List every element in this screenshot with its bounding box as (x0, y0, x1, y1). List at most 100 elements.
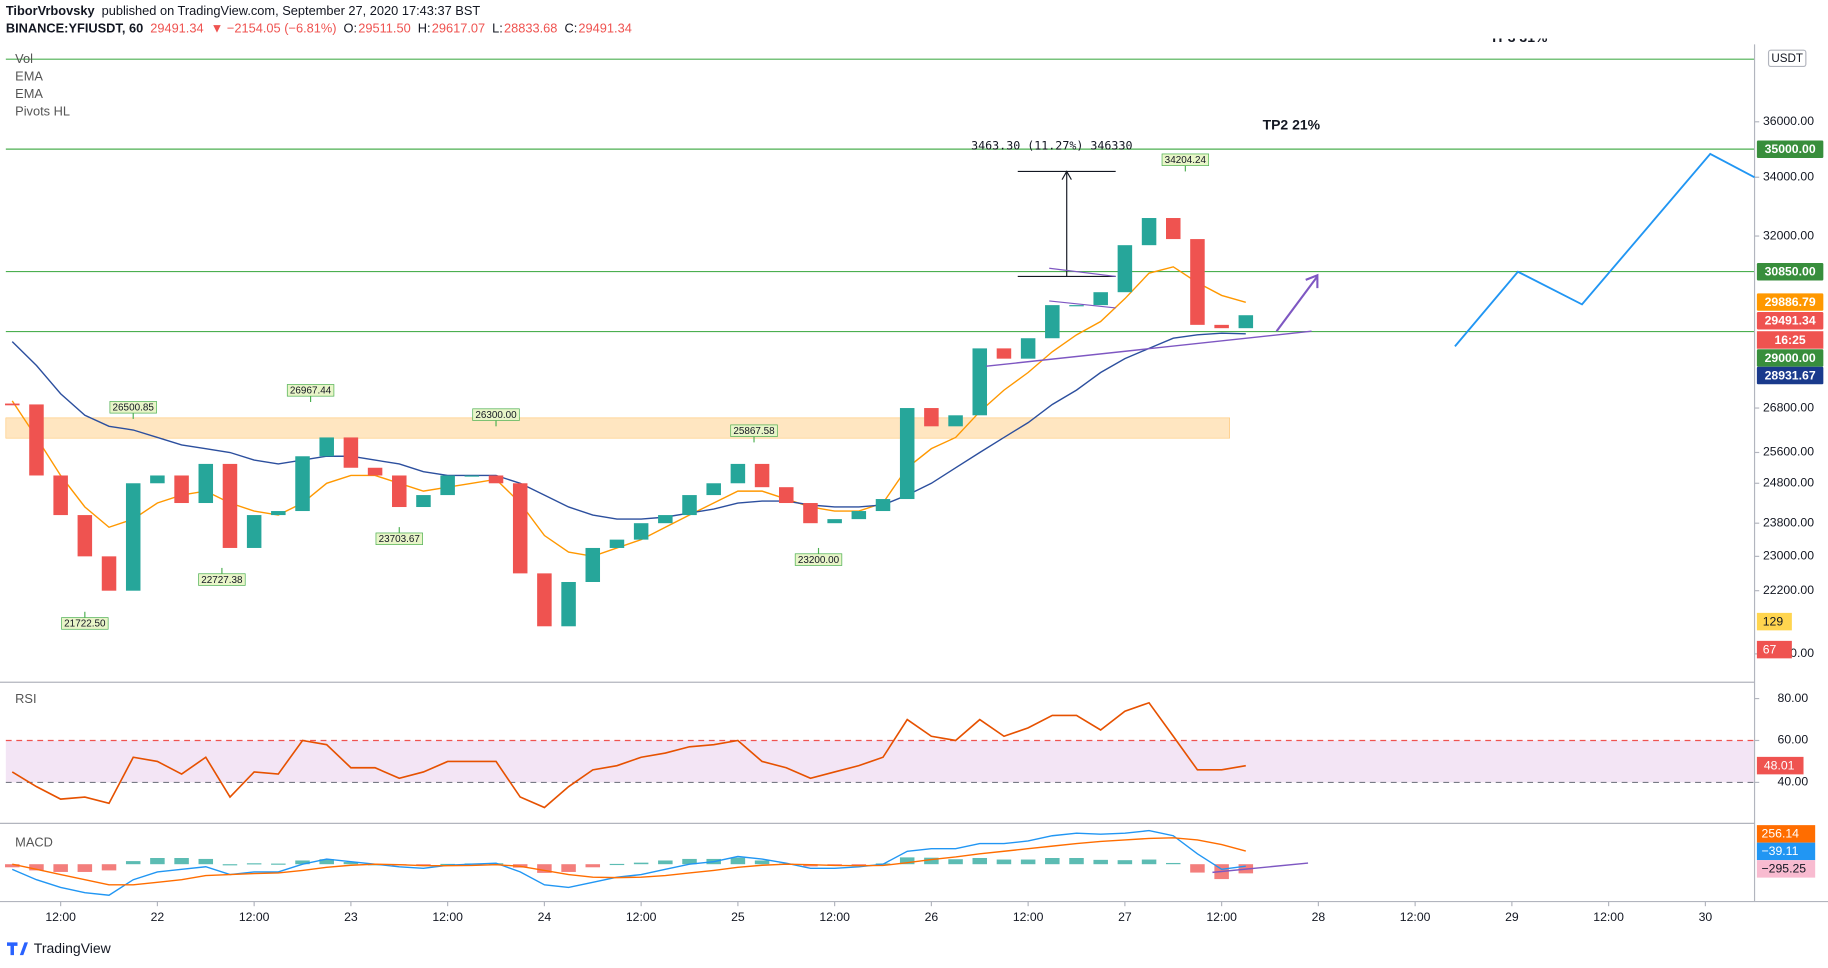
volume-tag (1756, 612, 1792, 631)
x-tick-label: 24 (538, 910, 552, 924)
candle (658, 515, 673, 524)
price-tag-label: 28931.67 (1765, 368, 1816, 382)
measure-label: 3463.30 (11.27%) 346330 (971, 138, 1132, 152)
y-tick-label: 23000.00 (1763, 549, 1814, 563)
volume-tag-label: 129 (1763, 614, 1784, 628)
legend-entry: EMA (15, 86, 43, 101)
ohlc-label: H: (418, 21, 431, 36)
pivot-label: 26300.00 (475, 410, 517, 421)
candle (779, 487, 794, 504)
pivot-box (472, 408, 520, 421)
pivot-label: 23703.67 (379, 534, 421, 545)
macd-histogram (1166, 862, 1181, 865)
macd-histogram (561, 864, 576, 872)
y-tick-label: 36000.00 (1763, 114, 1814, 128)
candle (924, 408, 939, 427)
x-tick-label: 29 (1505, 910, 1519, 924)
x-tick-label: 23 (344, 910, 358, 924)
header-line: TiborVrbovsky published on TradingView.c… (6, 3, 481, 18)
logo-icon (6, 942, 28, 956)
price-tag (1756, 311, 1824, 330)
legend-entry: Vol (15, 51, 33, 66)
pivot-box (1161, 153, 1210, 166)
rsi-tag-label: 48.01 (1764, 758, 1795, 772)
candle (948, 415, 963, 427)
candle (561, 581, 576, 627)
candle (512, 483, 528, 574)
macd-histogram (319, 859, 334, 865)
candle (198, 463, 214, 504)
macd-histogram (1093, 859, 1108, 865)
candle (174, 475, 189, 504)
ohlc-label: O: (344, 21, 358, 36)
macd-histogram (899, 857, 915, 865)
published: published on TradingView.com, September … (102, 3, 481, 18)
candle (125, 483, 141, 591)
triangle-line (1049, 300, 1116, 309)
candle (827, 519, 842, 524)
macd-histogram (1190, 864, 1205, 873)
macd-histogram (658, 860, 673, 865)
macd-histogram (1020, 859, 1036, 865)
pane-title: RSI (15, 691, 36, 706)
candle (682, 495, 697, 516)
macd-histogram (754, 860, 770, 865)
x-tick-label: 30 (1699, 910, 1713, 924)
price-tag (1756, 262, 1824, 281)
pivot-box (794, 553, 843, 566)
symbol: BINANCE:YFIUSDT, 60 (6, 21, 143, 36)
legend-entry: Pivots HL (15, 103, 70, 118)
x-tick-label: 12:00 (432, 910, 463, 924)
candle (609, 539, 625, 548)
candle (585, 547, 601, 582)
candle (633, 523, 649, 540)
y-tick-label: 32000.00 (1763, 228, 1814, 242)
price-tag-label: 29491.34 (1765, 314, 1816, 328)
macd-histogram (996, 859, 1012, 865)
x-tick-label: 12:00 (1013, 910, 1044, 924)
signal-line (12, 837, 1246, 886)
pivot-label: 22727.38 (201, 575, 243, 586)
macd-tag (1756, 860, 1816, 878)
macd-line (11, 829, 1246, 896)
x-tick-label: 28 (1312, 910, 1326, 924)
tp-label: TP3 31% (1490, 29, 1548, 45)
candle (440, 475, 455, 496)
pivot-label: 21722.50 (64, 619, 106, 630)
volume-tag (1756, 640, 1792, 659)
macd-histogram (972, 858, 988, 865)
candle (803, 503, 818, 524)
rsi-band (5, 740, 1755, 783)
trend-line (986, 330, 1312, 367)
price-tag-label: 29000.00 (1765, 351, 1816, 365)
pivot-box (198, 573, 246, 586)
macd-histogram (125, 861, 141, 865)
last-price: 29491.34 (150, 21, 203, 36)
macd-histogram (174, 858, 189, 865)
ohlc-value: 29617.07 (432, 21, 485, 36)
footer-logo: TradingView (6, 940, 112, 956)
zone (5, 417, 1230, 439)
candle (996, 348, 1012, 359)
x-tick-label: 25 (731, 910, 745, 924)
pivot-box (286, 384, 335, 397)
macd-histogram (150, 858, 165, 865)
macd-tag-label: 256.14 (1762, 827, 1800, 841)
y-tick-label: 24800.00 (1763, 476, 1814, 490)
pane-title: MACD (15, 835, 53, 850)
candle (1020, 338, 1036, 359)
currency-box (1767, 49, 1807, 68)
rsi-line (11, 701, 1246, 809)
macd-histogram (1045, 858, 1060, 865)
candle (1045, 305, 1060, 339)
macd-tag-label: −295.25 (1762, 862, 1807, 876)
pivot-box (375, 532, 423, 545)
ohlc-value: 29491.34 (578, 21, 631, 36)
x-tick-label: 12:00 (1593, 910, 1624, 924)
macd-histogram (101, 864, 117, 871)
candle (29, 404, 44, 476)
macd-histogram (730, 857, 746, 865)
y-tick-label: 22200.00 (1763, 583, 1814, 597)
macd-histogram (537, 864, 552, 873)
pivot-box (730, 424, 778, 437)
